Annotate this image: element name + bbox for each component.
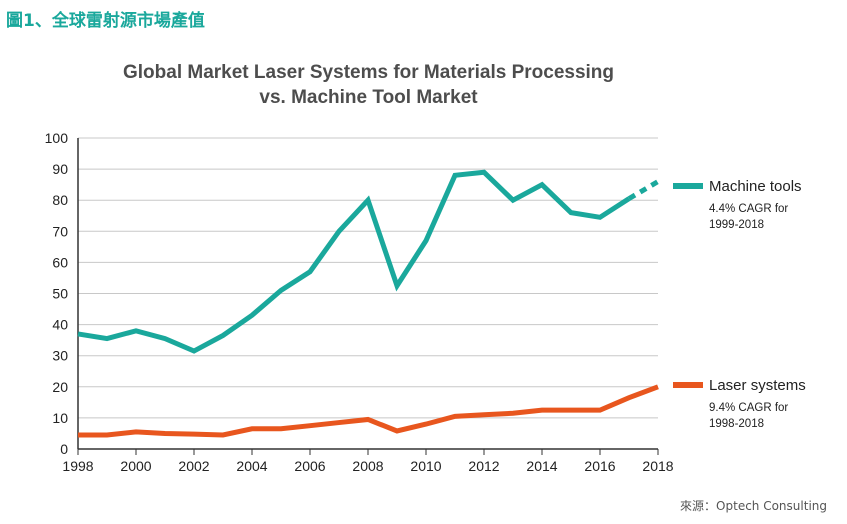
y-tick-label: 60 (52, 254, 68, 270)
series-lines (77, 169, 660, 438)
y-tick-label: 10 (52, 410, 68, 426)
series-line-0 (77, 169, 631, 354)
source-note: 來源：Optech Consulting (680, 499, 827, 513)
legend-note-0: 4.4% CAGR for (709, 203, 788, 215)
y-tick-label: 100 (45, 130, 69, 146)
x-tick-label: 2008 (352, 458, 383, 474)
chart-title: Global Market Laser Systems for Material… (0, 60, 737, 110)
y-tick-label: 80 (52, 192, 68, 208)
x-tick-label: 2014 (526, 458, 557, 474)
y-axis-ticks: 0 10 20 30 40 50 60 70 80 90 100 (45, 130, 69, 457)
y-tick-label: 40 (52, 317, 68, 333)
y-tick-label: 30 (52, 348, 68, 364)
x-tick-label: 2010 (410, 458, 441, 474)
x-tick-label: 2002 (178, 458, 209, 474)
legend-note-0: 1999-2018 (709, 219, 764, 231)
legend-label-1: Laser systems (709, 377, 806, 394)
x-tick-label: 2000 (120, 458, 151, 474)
y-tick-label: 90 (52, 161, 68, 177)
legend: Machine tools 4.4% CAGR for 1999-2018 Laser… (673, 178, 806, 430)
y-tick-label: 50 (52, 286, 68, 302)
x-axis-ticks: 1998 2000 2002 2004 2006 2008 2010 2012 2014 2016… (62, 449, 674, 474)
chart-title-line-2: vs. Machine Tool Market (259, 87, 478, 108)
series-line-1 (78, 384, 659, 438)
series-forecast-line-0 (627, 179, 660, 201)
legend-note-1: 9.4% CAGR for (709, 402, 788, 414)
y-tick-label: 20 (52, 379, 68, 395)
chart-title-line-1: Global Market Laser Systems for Material… (122, 62, 615, 83)
legend-label-0: Machine tools (709, 178, 802, 195)
x-tick-label: 1998 (62, 458, 93, 474)
x-tick-label: 2004 (236, 458, 267, 474)
x-tick-label: 2016 (584, 458, 615, 474)
y-tick-label: 0 (60, 441, 68, 457)
y-tick-label: 70 (52, 223, 68, 239)
figure-label: 圖1、全球雷射源市場產值 (6, 11, 205, 31)
x-tick-label: 2006 (294, 458, 325, 474)
x-tick-label: 2018 (642, 458, 673, 474)
legend-note-1: 1998-2018 (709, 418, 764, 430)
grid-lines (78, 137, 658, 419)
x-tick-label: 2012 (468, 458, 499, 474)
